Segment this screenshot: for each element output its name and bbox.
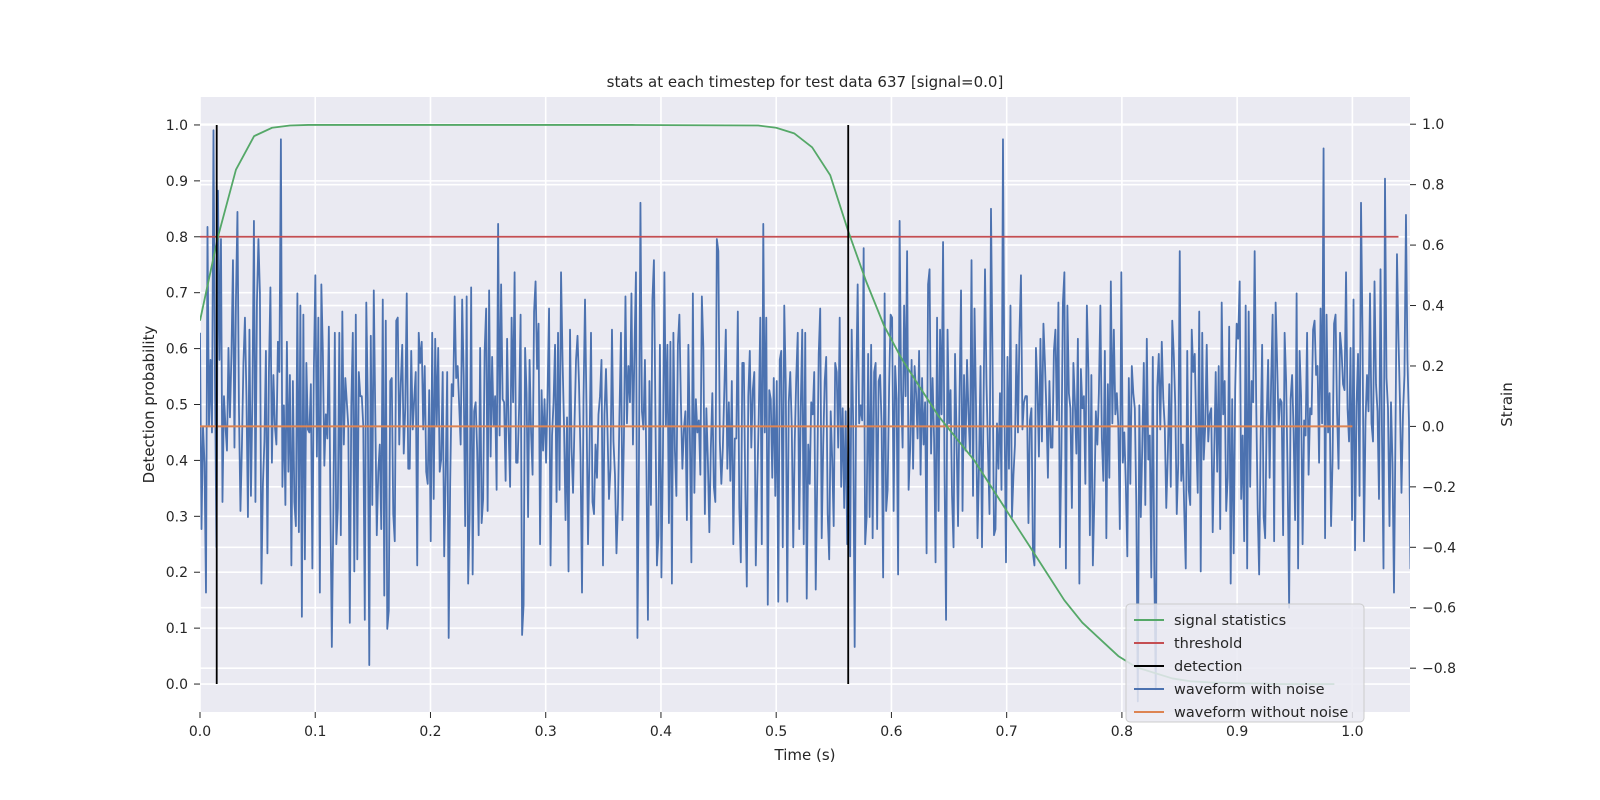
x-tick-label: 0.3 [535, 724, 557, 740]
y-tick-label: 0.0 [166, 677, 188, 693]
y2-tick-label: 0.6 [1422, 238, 1444, 254]
y-tick-label: 0.3 [166, 509, 188, 525]
y-tick-label: 0.8 [166, 230, 188, 246]
y-tick-label: 0.2 [166, 565, 188, 581]
x-axis-label: Time (s) [774, 746, 836, 764]
legend-label-waveform-with-noise: waveform with noise [1174, 682, 1325, 698]
legend: signal statistics threshold detection wavef… [1125, 603, 1365, 723]
legend-box [1125, 603, 1365, 723]
y2-axis-label: Strain [1498, 382, 1516, 426]
chart-title: stats at each timestep for test data 637… [607, 73, 1004, 91]
legend-label-threshold: threshold [1174, 636, 1242, 652]
axes: 0.0 0.1 0.2 0.3 0.4 0.5 0.6 0.7 0.8 0.9 1.0 0.0 0.1 0… [166, 117, 1456, 740]
y-tick-label: 0.9 [166, 174, 188, 190]
x-tick-label: 0.8 [1111, 724, 1133, 740]
y2-tick-label: 0.4 [1422, 299, 1444, 315]
x-tick-label: 0.5 [765, 724, 787, 740]
legend-label-detection: detection [1174, 659, 1242, 675]
y-tick-label: 0.4 [166, 453, 188, 469]
y2-tick-label: −0.4 [1422, 540, 1456, 556]
legend-label-signal-statistics: signal statistics [1174, 613, 1286, 629]
y-tick-label: 0.7 [166, 286, 188, 302]
y-axis-label: Detection probability [140, 326, 158, 484]
x-tick-label: 0.7 [996, 724, 1018, 740]
x-tick-label: 1.0 [1341, 724, 1363, 740]
legend-label-waveform-without-noise: waveform without noise [1174, 705, 1348, 721]
x-tick-label: 0.9 [1226, 724, 1248, 740]
y-tick-label: 0.6 [166, 342, 188, 358]
y2-tick-label: −0.8 [1422, 661, 1456, 677]
series-waveform-with-noise [200, 129, 1410, 703]
data-layer [200, 124, 1410, 703]
y-tick-label: 1.0 [166, 118, 188, 134]
x-tick-label: 0.0 [189, 724, 211, 740]
y2-tick-label: 0.2 [1422, 359, 1444, 375]
y2-tick-label: 0.8 [1422, 178, 1444, 194]
y2-tick-label: 1.0 [1422, 117, 1444, 133]
x-tick-label: 0.4 [650, 724, 672, 740]
x-tick-label: 0.2 [419, 724, 441, 740]
x-tick-label: 0.6 [880, 724, 902, 740]
y2-tick-label: −0.2 [1422, 480, 1456, 496]
y2-tick-label: −0.6 [1422, 601, 1456, 617]
y2-tick-label: 0.0 [1422, 419, 1444, 435]
y-tick-label: 0.1 [166, 621, 188, 637]
y-tick-label: 0.5 [166, 398, 188, 414]
series-group [200, 124, 1410, 703]
x-tick-label: 0.1 [304, 724, 326, 740]
